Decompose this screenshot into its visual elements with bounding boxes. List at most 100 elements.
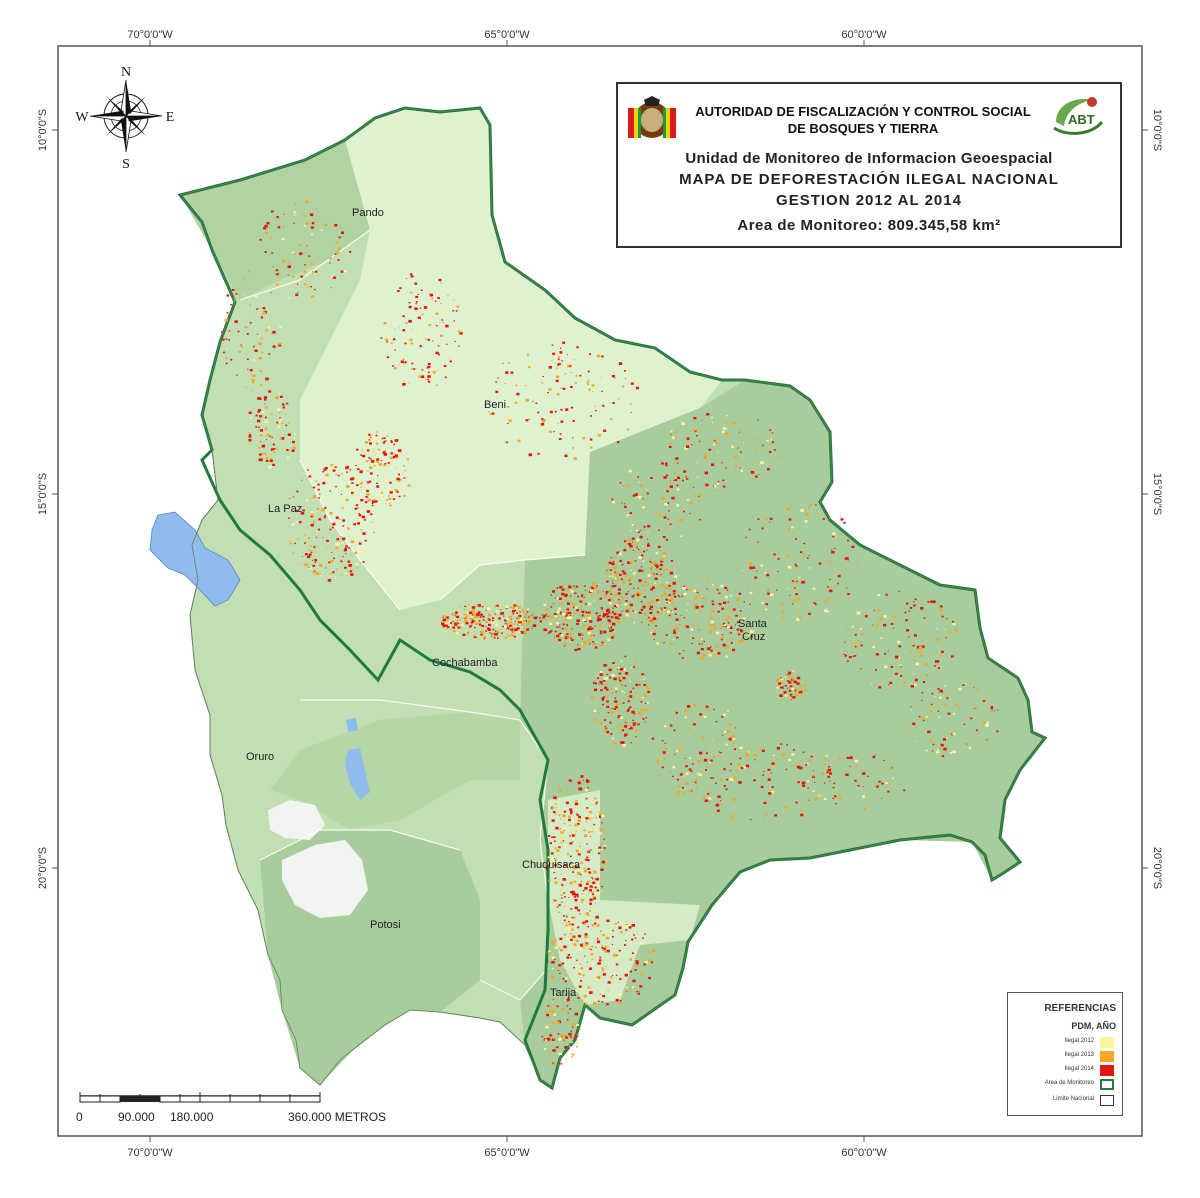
deforestation-speck xyxy=(581,614,584,616)
deforestation-speck xyxy=(410,368,413,370)
deforestation-speck xyxy=(762,774,765,776)
deforestation-speck xyxy=(722,601,726,605)
deforestation-speck xyxy=(849,756,853,760)
deforestation-speck xyxy=(808,555,811,557)
deforestation-speck xyxy=(682,585,686,588)
deforestation-speck xyxy=(854,759,859,763)
deforestation-speck xyxy=(668,584,671,587)
deforestation-speck xyxy=(611,622,616,626)
deforestation-speck xyxy=(676,750,679,752)
deforestation-speck xyxy=(786,674,789,676)
deforestation-speck xyxy=(606,949,610,953)
deforestation-speck xyxy=(261,444,266,448)
deforestation-speck xyxy=(504,383,507,385)
deforestation-speck xyxy=(625,609,629,613)
deforestation-speck xyxy=(431,382,434,385)
deforestation-speck xyxy=(646,492,649,495)
deforestation-speck xyxy=(872,646,875,648)
deforestation-speck xyxy=(647,524,651,528)
deforestation-speck xyxy=(496,637,499,639)
deforestation-speck xyxy=(905,619,908,622)
deforestation-speck xyxy=(254,349,258,352)
deforestation-speck xyxy=(708,653,712,657)
deforestation-speck xyxy=(969,683,971,685)
deforestation-speck xyxy=(602,973,606,976)
deforestation-speck xyxy=(794,587,796,589)
deforestation-speck xyxy=(655,552,658,555)
deforestation-speck xyxy=(587,370,590,373)
deforestation-speck xyxy=(551,960,555,964)
deforestation-speck xyxy=(739,746,743,749)
deforestation-speck xyxy=(287,265,291,269)
deforestation-speck xyxy=(572,990,574,992)
deforestation-speck xyxy=(598,599,600,601)
deforestation-speck xyxy=(668,510,670,512)
deforestation-speck xyxy=(670,594,673,597)
deforestation-speck xyxy=(950,631,954,634)
deforestation-speck xyxy=(717,755,719,757)
deforestation-speck xyxy=(589,589,593,593)
deforestation-speck xyxy=(739,628,742,631)
deforestation-speck xyxy=(930,703,933,706)
deforestation-speck xyxy=(591,587,595,590)
deforestation-speck xyxy=(458,626,460,628)
deforestation-speck xyxy=(383,322,387,325)
deforestation-speck xyxy=(312,564,316,567)
deforestation-speck xyxy=(607,638,610,640)
deforestation-speck xyxy=(894,655,899,659)
deforestation-speck xyxy=(565,593,568,596)
deforestation-speck xyxy=(629,583,632,585)
deforestation-speck xyxy=(611,585,615,588)
deforestation-speck xyxy=(407,454,409,456)
deforestation-speck xyxy=(600,682,603,685)
deforestation-speck xyxy=(327,579,332,582)
deforestation-speck xyxy=(624,655,627,658)
deforestation-speck xyxy=(277,408,281,411)
deforestation-speck xyxy=(602,949,605,951)
deforestation-speck xyxy=(677,476,680,480)
deforestation-speck xyxy=(355,504,359,507)
deforestation-speck xyxy=(440,334,443,337)
deforestation-speck xyxy=(279,437,283,440)
deforestation-speck xyxy=(795,538,798,540)
deforestation-speck xyxy=(589,816,593,819)
deforestation-speck xyxy=(594,827,598,830)
deforestation-speck xyxy=(600,423,604,427)
deforestation-speck xyxy=(652,481,654,483)
deforestation-speck xyxy=(319,516,322,519)
deforestation-speck xyxy=(611,562,615,566)
deforestation-speck xyxy=(776,686,779,689)
deforestation-speck xyxy=(281,422,284,424)
deforestation-speck xyxy=(278,272,280,275)
deforestation-speck xyxy=(268,465,272,469)
deforestation-speck xyxy=(624,378,626,380)
deforestation-speck xyxy=(353,523,356,526)
deforestation-speck xyxy=(710,416,713,419)
deforestation-speck xyxy=(606,1003,609,1006)
deforestation-speck xyxy=(686,437,690,440)
deforestation-speck xyxy=(704,598,707,600)
deforestation-speck xyxy=(827,586,829,588)
deforestation-speck xyxy=(887,684,890,686)
deforestation-speck xyxy=(627,591,629,593)
deforestation-speck xyxy=(429,293,433,297)
deforestation-speck xyxy=(577,853,581,856)
deforestation-speck xyxy=(589,353,592,355)
deforestation-speck xyxy=(602,642,604,643)
deforestation-speck xyxy=(345,553,347,555)
deforestation-speck xyxy=(394,489,398,492)
deforestation-speck xyxy=(380,337,383,339)
deforestation-speck xyxy=(498,617,501,620)
deforestation-speck xyxy=(483,627,485,629)
deforestation-speck xyxy=(733,742,736,745)
deforestation-speck xyxy=(384,440,387,443)
deforestation-speck xyxy=(619,992,623,996)
deforestation-speck xyxy=(604,862,608,865)
deforestation-speck xyxy=(657,612,661,616)
deforestation-speck xyxy=(490,632,492,634)
deforestation-speck xyxy=(884,786,887,788)
coord-left-15s: 15°0'0"S xyxy=(37,473,49,515)
deforestation-speck xyxy=(887,650,889,652)
deforestation-speck xyxy=(446,619,449,622)
deforestation-speck xyxy=(570,385,573,388)
